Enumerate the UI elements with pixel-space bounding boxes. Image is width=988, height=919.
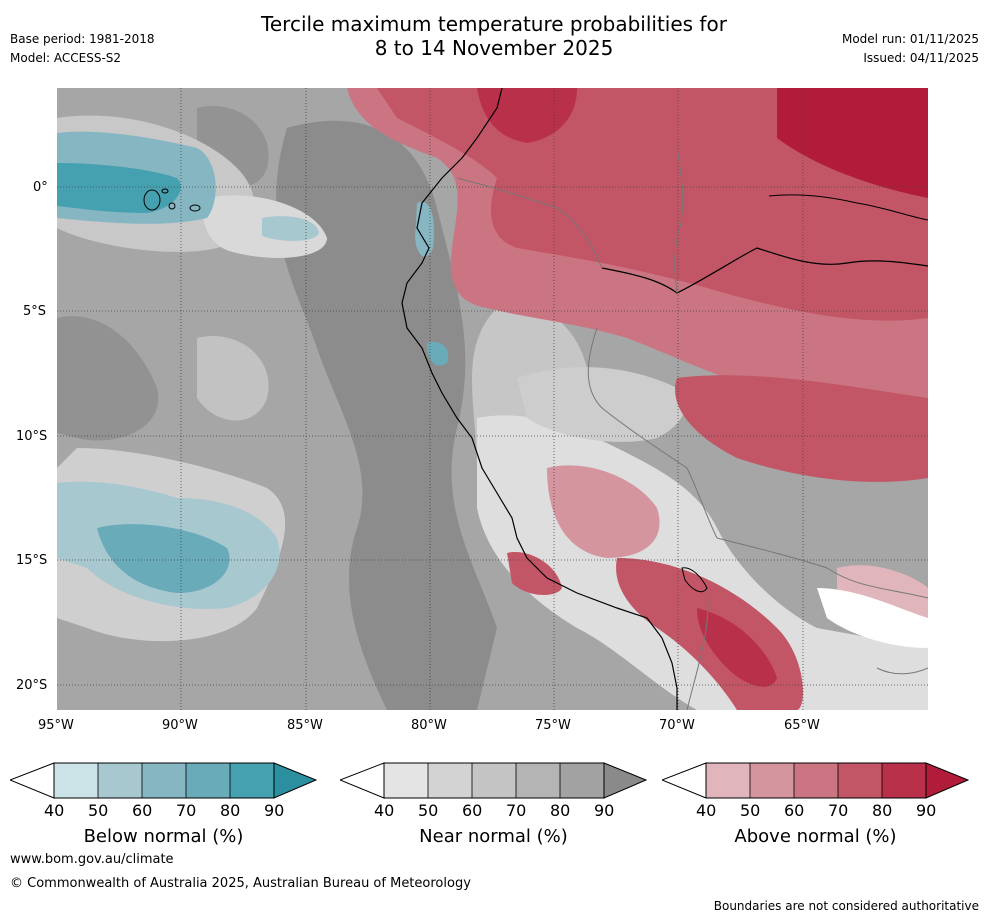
title-line-1: Tercile maximum temperature probabilitie… <box>261 12 727 36</box>
above-normal-coast-patch <box>507 552 562 595</box>
dark-gray-region <box>276 120 497 710</box>
cb1-tick-50: 50 <box>88 801 109 820</box>
cb2-tick-50: 50 <box>418 801 439 820</box>
lat-label-20s: 20°S <box>16 678 48 693</box>
above-normal-band-central <box>675 375 928 482</box>
probability-map <box>57 88 928 710</box>
lon-label-85w: 85°W <box>287 718 323 733</box>
cb2-tick-80: 80 <box>550 801 571 820</box>
cb3-tick-50: 50 <box>740 801 761 820</box>
base-period: Base period: 1981-2018 <box>10 32 155 46</box>
galapagos-islands <box>143 188 201 212</box>
cb2-tick-90: 90 <box>594 801 615 820</box>
colorbar-below-normal <box>10 762 317 799</box>
below-normal-coast-patch-2 <box>427 341 449 366</box>
cb3-tick-60: 60 <box>784 801 805 820</box>
lon-label-75w: 75°W <box>535 718 571 733</box>
below-normal-core-galapagos <box>57 163 181 213</box>
amazon-river <box>601 247 928 294</box>
graticule <box>57 88 928 710</box>
lon-label-95w: 95°W <box>38 718 74 733</box>
above-normal-core-ne <box>777 88 928 198</box>
no-dominant-tercile-region <box>817 588 928 648</box>
above-normal-core-altiplano <box>697 608 777 687</box>
cb1-tick-40: 40 <box>44 801 65 820</box>
colorbar-above-normal <box>662 762 969 799</box>
issued-date: Issued: 04/11/2025 <box>863 51 979 65</box>
lon-label-90w: 90°W <box>162 718 198 733</box>
model-name: Model: ACCESS-S2 <box>10 51 122 65</box>
amazon-river-north <box>768 194 928 221</box>
cb1-tick-90: 90 <box>264 801 285 820</box>
lat-label-15s: 15°S <box>16 553 48 568</box>
lon-label-70w: 70°W <box>659 718 695 733</box>
light-gray-patch <box>197 336 269 421</box>
cb3-tick-80: 80 <box>872 801 893 820</box>
above-normal-core-nw <box>477 88 577 143</box>
cb2-tick-60: 60 <box>462 801 483 820</box>
lon-label-80w: 80°W <box>411 718 447 733</box>
footer-url[interactable]: www.bom.gov.au/climate <box>10 852 174 867</box>
cb1-title: Below normal (%) <box>83 826 244 847</box>
cb2-tick-70: 70 <box>506 801 527 820</box>
coastline <box>401 88 678 710</box>
lon-label-65w: 65°W <box>784 718 820 733</box>
cb1-tick-80: 80 <box>220 801 241 820</box>
footer-copyright: © Commonwealth of Australia 2025, Austra… <box>10 876 471 891</box>
near-normal-inland-region <box>517 367 686 442</box>
map-title: Tercile maximum temperature probabilitie… <box>0 12 988 60</box>
below-normal-patch <box>262 216 319 241</box>
dark-gray-region-west <box>57 316 159 441</box>
lat-label-10s: 10°S <box>16 429 48 444</box>
country-borders <box>456 147 928 710</box>
above-normal-region-peru <box>547 465 660 558</box>
title-line-2: 8 to 14 November 2025 <box>374 36 614 60</box>
colorbar-near-normal <box>340 762 647 799</box>
cb3-tick-40: 40 <box>696 801 717 820</box>
cb3-tick-70: 70 <box>828 801 849 820</box>
lake-titicaca <box>681 567 708 593</box>
lat-label-5s: 5°S <box>23 304 47 319</box>
cb2-title: Near normal (%) <box>419 826 568 847</box>
model-run: Model run: 01/11/2025 <box>841 32 979 46</box>
cb2-tick-40: 40 <box>374 801 395 820</box>
cb1-tick-60: 60 <box>132 801 153 820</box>
cb3-title: Above normal (%) <box>734 826 897 847</box>
below-normal-core-sw <box>97 524 230 593</box>
footer-disclaimer: Boundaries are not considered authoritat… <box>713 899 979 913</box>
lat-label-0: 0° <box>33 180 48 195</box>
cb3-tick-90: 90 <box>916 801 937 820</box>
cb1-tick-70: 70 <box>176 801 197 820</box>
